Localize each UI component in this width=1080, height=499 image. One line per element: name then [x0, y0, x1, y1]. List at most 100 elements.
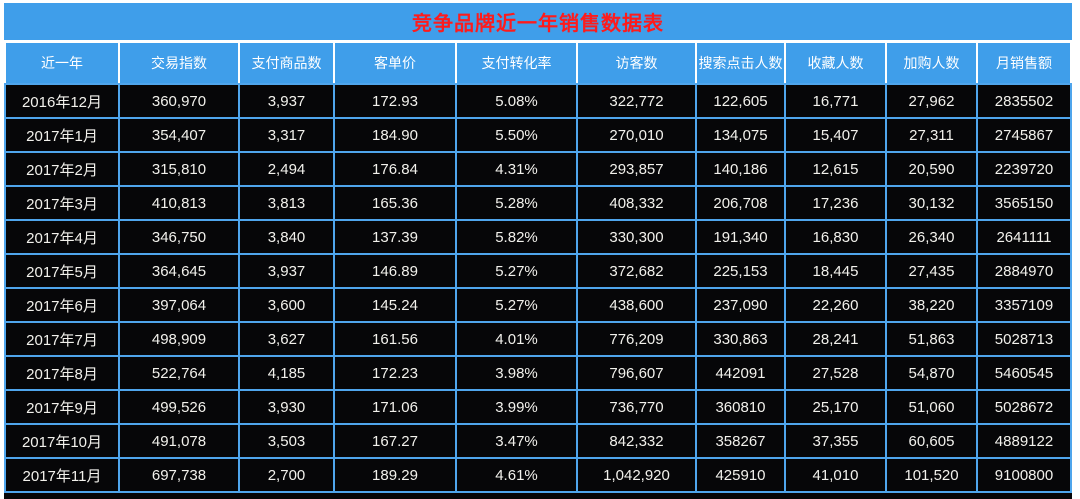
cell-favorites: 27,528 — [786, 357, 885, 389]
cell-avg-order-value: 176.84 — [335, 153, 455, 185]
cell-monthly-sales: 2239720 — [978, 153, 1070, 185]
cell-payment-conversion-rate: 5.50% — [457, 119, 576, 151]
cell-search-clicks: 191,340 — [697, 221, 784, 253]
cell-paid-items: 3,937 — [240, 85, 333, 117]
cell-payment-conversion-rate: 3.99% — [457, 391, 576, 423]
cell-payment-conversion-rate: 4.31% — [457, 153, 576, 185]
cell-payment-conversion-rate: 4.01% — [457, 323, 576, 355]
column-header-payment-conversion-rate: 支付转化率 — [457, 43, 576, 83]
cell-monthly-sales: 5028713 — [978, 323, 1070, 355]
cell-paid-items: 2,494 — [240, 153, 333, 185]
cell-paid-items: 2,700 — [240, 459, 333, 491]
cell-payment-conversion-rate: 3.98% — [457, 357, 576, 389]
cell-trade-index: 315,810 — [120, 153, 238, 185]
cell-month: 2017年6月 — [6, 289, 118, 321]
cell-search-clicks: 360810 — [697, 391, 784, 423]
cell-trade-index: 360,970 — [120, 85, 238, 117]
table-title: 竞争品牌近一年销售数据表 — [412, 13, 664, 35]
table-bottom-strip — [4, 493, 1072, 499]
cell-add-to-cart: 27,435 — [887, 255, 976, 287]
cell-search-clicks: 442091 — [697, 357, 784, 389]
cell-search-clicks: 122,605 — [697, 85, 784, 117]
cell-visitors: 293,857 — [578, 153, 695, 185]
cell-favorites: 16,830 — [786, 221, 885, 253]
cell-favorites: 25,170 — [786, 391, 885, 423]
cell-trade-index: 397,064 — [120, 289, 238, 321]
table-title-bar: 竞争品牌近一年销售数据表 — [4, 3, 1072, 40]
cell-payment-conversion-rate: 4.61% — [457, 459, 576, 491]
cell-paid-items: 3,813 — [240, 187, 333, 219]
cell-trade-index: 354,407 — [120, 119, 238, 151]
cell-month: 2017年1月 — [6, 119, 118, 151]
cell-month: 2017年8月 — [6, 357, 118, 389]
cell-visitors: 736,770 — [578, 391, 695, 423]
cell-visitors: 408,332 — [578, 187, 695, 219]
cell-favorites: 28,241 — [786, 323, 885, 355]
cell-paid-items: 3,503 — [240, 425, 333, 457]
cell-month: 2017年7月 — [6, 323, 118, 355]
cell-month: 2017年4月 — [6, 221, 118, 253]
cell-avg-order-value: 167.27 — [335, 425, 455, 457]
cell-favorites: 17,236 — [786, 187, 885, 219]
sales-data-table: 竞争品牌近一年销售数据表 近一年 交易指数 支付商品数 客单价 支付转化率 访客数 搜索点击… — [4, 3, 1072, 493]
header-row: 近一年 交易指数 支付商品数 客单价 支付转化率 访客数 搜索点击人数 收藏人数 加购人数 月销售… — [4, 43, 1072, 83]
cell-payment-conversion-rate: 5.27% — [457, 289, 576, 321]
cell-monthly-sales: 5028672 — [978, 391, 1070, 423]
cell-visitors: 438,600 — [578, 289, 695, 321]
cell-favorites: 37,355 — [786, 425, 885, 457]
cell-trade-index: 364,645 — [120, 255, 238, 287]
cell-search-clicks: 425910 — [697, 459, 784, 491]
cell-visitors: 270,010 — [578, 119, 695, 151]
cell-search-clicks: 225,153 — [697, 255, 784, 287]
cell-add-to-cart: 26,340 — [887, 221, 976, 253]
cell-monthly-sales: 2835502 — [978, 85, 1070, 117]
table-body: 2016年12月 360,970 3,937 172.93 5.08% 322,772 12… — [4, 83, 1072, 493]
column-header-month: 近一年 — [6, 43, 118, 83]
column-header-add-to-cart: 加购人数 — [887, 43, 976, 83]
cell-favorites: 12,615 — [786, 153, 885, 185]
cell-avg-order-value: 172.23 — [335, 357, 455, 389]
cell-payment-conversion-rate: 5.82% — [457, 221, 576, 253]
cell-avg-order-value: 172.93 — [335, 85, 455, 117]
cell-visitors: 842,332 — [578, 425, 695, 457]
cell-month: 2017年10月 — [6, 425, 118, 457]
cell-avg-order-value: 184.90 — [335, 119, 455, 151]
cell-add-to-cart: 51,060 — [887, 391, 976, 423]
cell-monthly-sales: 9100800 — [978, 459, 1070, 491]
cell-month: 2017年5月 — [6, 255, 118, 287]
cell-add-to-cart: 27,311 — [887, 119, 976, 151]
cell-trade-index: 491,078 — [120, 425, 238, 457]
column-header-visitors: 访客数 — [578, 43, 695, 83]
cell-paid-items: 3,600 — [240, 289, 333, 321]
cell-trade-index: 522,764 — [120, 357, 238, 389]
cell-add-to-cart: 20,590 — [887, 153, 976, 185]
cell-payment-conversion-rate: 5.28% — [457, 187, 576, 219]
cell-visitors: 776,209 — [578, 323, 695, 355]
cell-visitors: 1,042,920 — [578, 459, 695, 491]
cell-trade-index: 499,526 — [120, 391, 238, 423]
cell-trade-index: 346,750 — [120, 221, 238, 253]
cell-monthly-sales: 2745867 — [978, 119, 1070, 151]
cell-paid-items: 3,317 — [240, 119, 333, 151]
cell-trade-index: 697,738 — [120, 459, 238, 491]
cell-avg-order-value: 161.56 — [335, 323, 455, 355]
cell-payment-conversion-rate: 3.47% — [457, 425, 576, 457]
cell-month: 2017年11月 — [6, 459, 118, 491]
cell-add-to-cart: 51,863 — [887, 323, 976, 355]
cell-monthly-sales: 3565150 — [978, 187, 1070, 219]
cell-search-clicks: 140,186 — [697, 153, 784, 185]
column-header-favorites: 收藏人数 — [786, 43, 885, 83]
cell-add-to-cart: 38,220 — [887, 289, 976, 321]
cell-add-to-cart: 27,962 — [887, 85, 976, 117]
cell-favorites: 41,010 — [786, 459, 885, 491]
cell-avg-order-value: 171.06 — [335, 391, 455, 423]
cell-avg-order-value: 165.36 — [335, 187, 455, 219]
cell-avg-order-value: 145.24 — [335, 289, 455, 321]
cell-favorites: 18,445 — [786, 255, 885, 287]
column-header-trade-index: 交易指数 — [120, 43, 238, 83]
cell-month: 2016年12月 — [6, 85, 118, 117]
cell-monthly-sales: 2641111 — [978, 221, 1070, 253]
cell-payment-conversion-rate: 5.08% — [457, 85, 576, 117]
cell-add-to-cart: 60,605 — [887, 425, 976, 457]
column-header-avg-order-value: 客单价 — [335, 43, 455, 83]
